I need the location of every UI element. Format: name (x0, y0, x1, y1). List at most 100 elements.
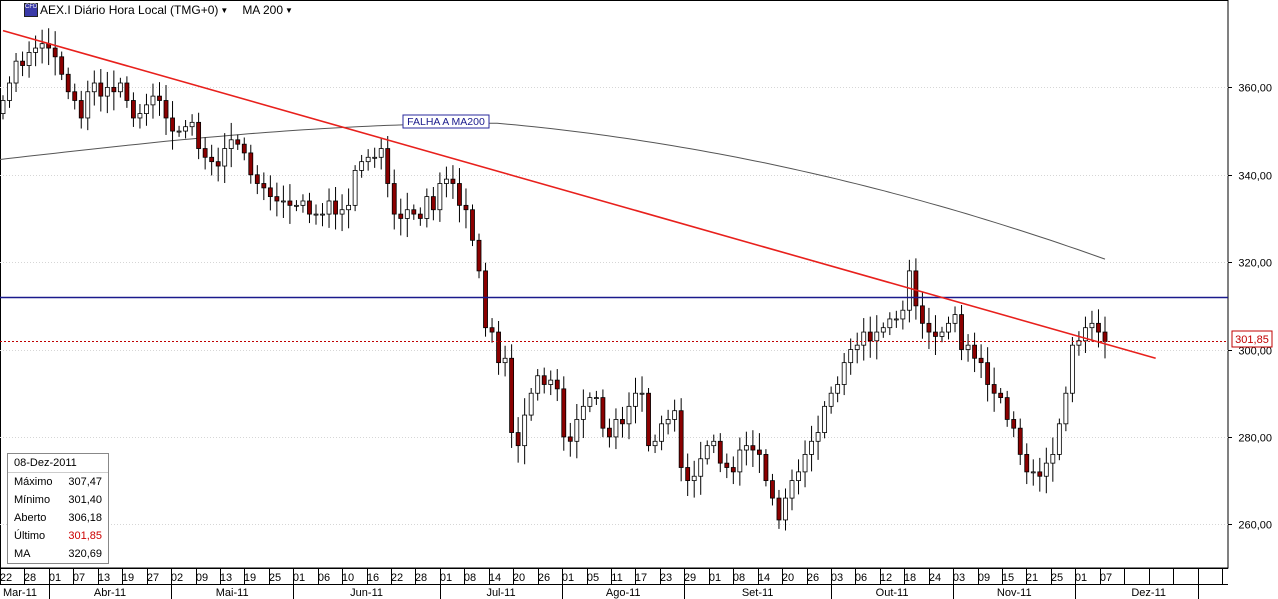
candle-body-up (783, 497, 788, 521)
candle-body-up (613, 419, 619, 438)
candle-body-up (587, 397, 593, 407)
candle (411, 204, 417, 220)
candle-body-down (248, 152, 254, 176)
candle (854, 332, 860, 364)
candle-body-down (463, 204, 469, 211)
candle (978, 344, 984, 379)
candle (248, 144, 254, 184)
candle (274, 182, 280, 217)
candle-body-up (704, 445, 710, 460)
x-tick-label: 09 (196, 572, 208, 584)
data-window-value: 301,85 (68, 530, 102, 542)
candle-body-up (189, 121, 195, 128)
candle-body-up (222, 148, 228, 167)
candle-body-down (496, 331, 501, 364)
candle-body-down (620, 419, 625, 425)
candle-body-up (691, 475, 697, 482)
candle-body-up (659, 423, 664, 442)
candle-body-up (1050, 453, 1056, 464)
candle-body-up (1076, 340, 1082, 346)
candle-body-down (131, 100, 136, 119)
x-tick-label: 08 (464, 572, 476, 584)
x-tick-label: 07 (1100, 572, 1112, 584)
x-tick-label: 28 (24, 572, 36, 584)
candle-body-down (52, 47, 58, 58)
price-axis[interactable]: 260,00 280,00 300,00 320,00 340,00 360,00 (1228, 83, 1272, 532)
x-tick-label: 11 (611, 572, 622, 584)
candle (965, 334, 971, 362)
candle (176, 125, 182, 137)
candle (7, 76, 12, 108)
candle (548, 370, 554, 396)
candle-body-down (515, 432, 521, 447)
candle-body-up (1063, 392, 1069, 425)
candle (111, 70, 117, 111)
candle (398, 198, 404, 236)
candle-body-down (59, 56, 65, 75)
x-tick-label: 19 (244, 572, 256, 584)
candle (300, 194, 306, 213)
candle-body-down (124, 82, 130, 101)
candle-body-down (1017, 427, 1023, 455)
candle-body-up (1043, 462, 1049, 477)
x-tick-label: 01 (440, 572, 452, 584)
instrument-dropdown[interactable]: AEX.I Diário Hora Local (TMG+0) ▼ (40, 3, 228, 17)
candle (320, 203, 325, 227)
x-tick-label: 25 (1051, 572, 1063, 584)
candle-body-up (313, 213, 319, 216)
candle (163, 85, 169, 135)
x-month-label: Ago-11 (606, 587, 641, 599)
candle (1069, 337, 1075, 403)
candle (906, 259, 912, 323)
candle (841, 353, 847, 396)
candle (378, 137, 384, 170)
candle-body-down (867, 331, 873, 342)
candle (280, 185, 286, 218)
candle (150, 83, 156, 119)
candle (39, 29, 45, 64)
indicator-dropdown[interactable]: MA 200 ▼ (242, 3, 293, 17)
reference-lines (0, 29, 1228, 360)
candle (939, 326, 945, 343)
x-tick-label: 20 (513, 572, 525, 584)
date-axis[interactable]: 22 28 01 07 13 19 27 02 09 13 19 25 01 06 10 16 22 28 01 08… (0, 568, 1228, 599)
candle-body-up (1083, 327, 1088, 342)
candle-body-down (483, 270, 488, 329)
candle-body-up (548, 379, 554, 385)
trendline (2, 29, 1156, 360)
candle (307, 192, 312, 224)
candle-body-down (770, 480, 775, 499)
candle-body-down (489, 327, 495, 333)
candle-body-up (144, 104, 149, 115)
candle (920, 291, 925, 339)
candle-body-up (378, 148, 384, 158)
x-tick-label: 29 (684, 572, 696, 584)
data-window-value: 306,18 (68, 512, 102, 524)
candle (352, 165, 358, 212)
candle-body-down (750, 445, 756, 451)
candle (743, 431, 749, 466)
candle-body-down (333, 200, 338, 215)
x-tick-label: 17 (635, 572, 647, 584)
candle-body-down (65, 73, 71, 93)
candle (913, 258, 919, 320)
cfd-icon[interactable]: CFD (24, 3, 38, 17)
candle-body-down (209, 156, 215, 163)
candle (580, 389, 586, 439)
candle-body-down (20, 60, 25, 66)
candle-body-down (241, 143, 247, 154)
candle-body-up (522, 414, 528, 447)
x-tick-label: 13 (98, 572, 110, 584)
candle (1063, 386, 1069, 432)
candle-body-down (470, 209, 475, 241)
candle-body-down (457, 183, 462, 206)
candle-body-up (861, 331, 867, 346)
candle (613, 408, 619, 450)
candle-body-down (287, 200, 293, 206)
candle (776, 489, 782, 529)
candle (900, 300, 906, 330)
x-month-label: Abr-11 (94, 587, 126, 599)
candle (1017, 418, 1023, 465)
candle-body-up (652, 440, 658, 447)
